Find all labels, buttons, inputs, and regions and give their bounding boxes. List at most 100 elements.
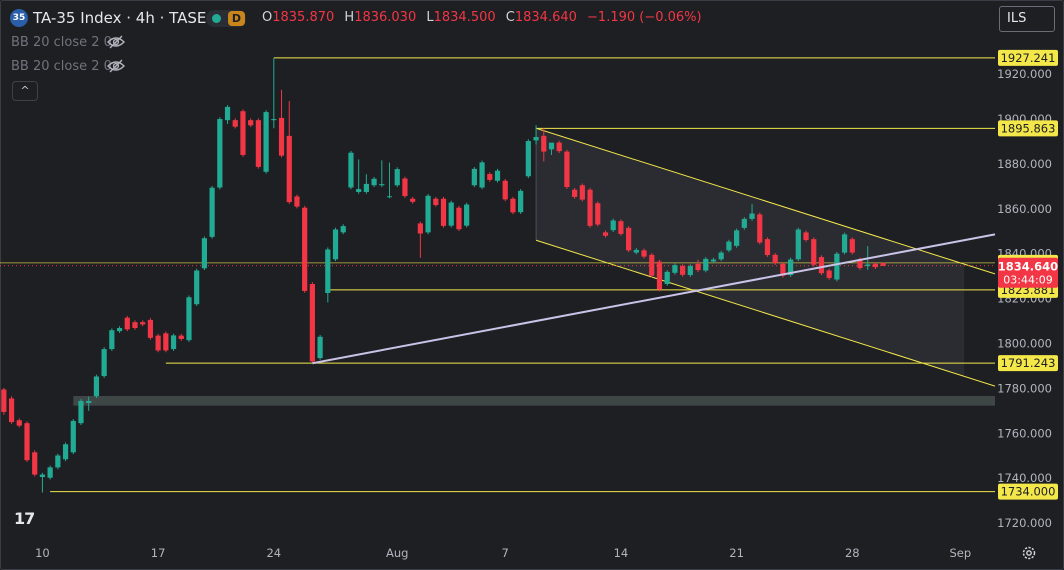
candle [402,176,408,198]
price-level-label: 1927.241 [998,49,1058,66]
candle [178,333,184,341]
candle [880,262,886,267]
candle [340,224,346,235]
candle-body [672,265,678,273]
candle [687,264,693,277]
candle [317,334,323,360]
candle [332,227,339,262]
candle [710,257,717,264]
candle [278,89,285,158]
candle [417,221,423,258]
candle [834,251,840,282]
candle-body [494,170,501,181]
y-axis-tick-label: 1780.000 [997,381,1052,395]
candle-body [703,258,709,271]
candle-body [448,202,454,226]
hidden-eye-icon[interactable] [107,35,125,49]
candle-body [194,270,200,305]
candle [587,187,593,228]
candle-body [502,180,508,200]
price-level-label: 1791.243 [998,355,1058,372]
indicator-bb-1-label[interactable]: BB 20 close 2 0 [11,35,112,50]
candle-body [24,423,30,461]
candle-body [248,120,254,126]
chart-title[interactable]: TA-35 Index · 4h · TASE [33,9,207,27]
tradingview-logo-icon[interactable]: 17 [14,509,35,528]
market-status-pill[interactable]: D [206,10,246,27]
candle-body [857,259,863,269]
candle-body [62,444,69,460]
candle-body [456,207,462,230]
candle [572,187,578,199]
delayed-data-badge[interactable]: D [228,11,245,26]
candle [579,183,585,202]
candle [8,396,15,424]
candle-body [487,174,493,180]
x-axis-tick-label: 17 [151,546,166,560]
price-level-label-bg [998,355,1058,372]
candle [147,318,154,340]
candle [309,282,315,364]
y-axis-tick-label: 1920.000 [997,67,1052,81]
candle [872,262,879,269]
candle [70,419,76,455]
candle [564,149,570,189]
price-level-label-text: 1791.243 [1001,356,1056,370]
candle-body [479,162,485,188]
candle [1,387,7,415]
candle [626,226,632,253]
candle [186,295,192,342]
candle-body [579,185,585,200]
candle-body [734,230,740,246]
x-axis-tick-label: 28 [845,546,860,560]
settings-gear-icon[interactable] [1021,545,1037,561]
candle-body [217,119,223,188]
candle-body [880,262,886,266]
y-axis-tick-label: 1740.000 [997,471,1052,485]
hidden-eye-icon[interactable] [107,59,125,73]
candle-body [325,249,331,293]
candle [633,248,639,255]
candle [841,232,848,255]
candle-body [680,266,686,275]
candle [170,333,177,351]
candle-body [718,252,724,260]
candle [510,196,516,215]
candle [410,196,416,204]
symbol-logo-badge[interactable]: 35 [10,9,28,27]
collapse-indicators-button[interactable]: ^ [12,81,38,101]
y-axis-tick-label: 1860.000 [997,202,1052,216]
last-price-value: 1834.640 [998,260,1058,274]
candle-body [286,135,292,203]
candle-body [602,232,609,236]
candle-body [201,238,207,269]
candle [803,230,809,242]
candle-body [595,203,601,225]
currency-selector[interactable]: ILS [999,6,1055,32]
candle [718,250,724,262]
candle [811,237,817,267]
y-axis-tick-label: 1800.000 [997,336,1052,350]
low-key: L [426,10,434,25]
candle-body [425,195,431,233]
candle-body [101,349,107,377]
candle [425,194,431,235]
candle [47,465,53,480]
price-level-label-bg [998,49,1058,66]
candle-body [803,232,809,241]
x-axis-tick-label: 10 [35,546,50,560]
indicator-bb-2-label[interactable]: BB 20 close 2 0 [11,59,112,74]
candle-body [764,239,771,256]
close-value: 1834.640 [514,10,577,25]
candle-body [348,152,354,188]
price-level-label-text: 1734.000 [1001,485,1056,499]
candle [556,140,562,153]
candle [695,259,701,272]
candle-body [271,119,277,121]
candle [294,194,300,209]
candle [78,399,84,425]
candle [602,230,609,238]
candle-body [533,137,539,141]
candle-body [302,207,308,291]
